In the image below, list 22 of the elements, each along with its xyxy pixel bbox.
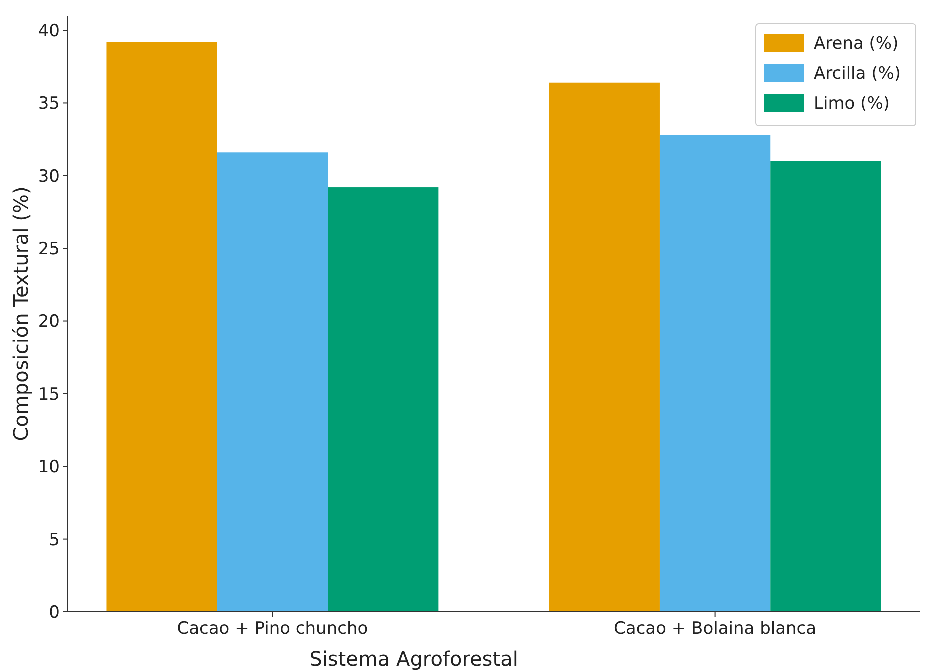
- y-tick-label: 15: [38, 384, 60, 405]
- y-tick-label: 10: [38, 458, 60, 478]
- y-tick-label: 20: [38, 312, 60, 332]
- bar: [660, 135, 771, 612]
- y-tick-label: 30: [38, 166, 60, 187]
- bar: [549, 82, 660, 612]
- x-tick-label: Cacao + Pino chuncho: [177, 619, 368, 639]
- x-tick-label: Cacao + Bolaina blanca: [614, 619, 817, 639]
- y-tick-label: 25: [38, 240, 60, 260]
- legend-label: Arena (%): [814, 34, 899, 54]
- y-tick-label: 0: [49, 602, 60, 623]
- legend-label: Limo (%): [814, 94, 890, 114]
- x-axis-title: Sistema Agroforestal: [310, 647, 518, 670]
- y-tick-label: 5: [49, 530, 60, 550]
- legend-label: Arcilla (%): [814, 64, 902, 84]
- bar: [106, 42, 218, 612]
- bar: [328, 188, 439, 612]
- bar: [217, 152, 328, 612]
- bar: [770, 161, 882, 612]
- y-axis-title: Composición Textural (%): [9, 186, 33, 442]
- y-tick-label: 40: [38, 21, 60, 42]
- y-tick-label: 35: [38, 94, 60, 114]
